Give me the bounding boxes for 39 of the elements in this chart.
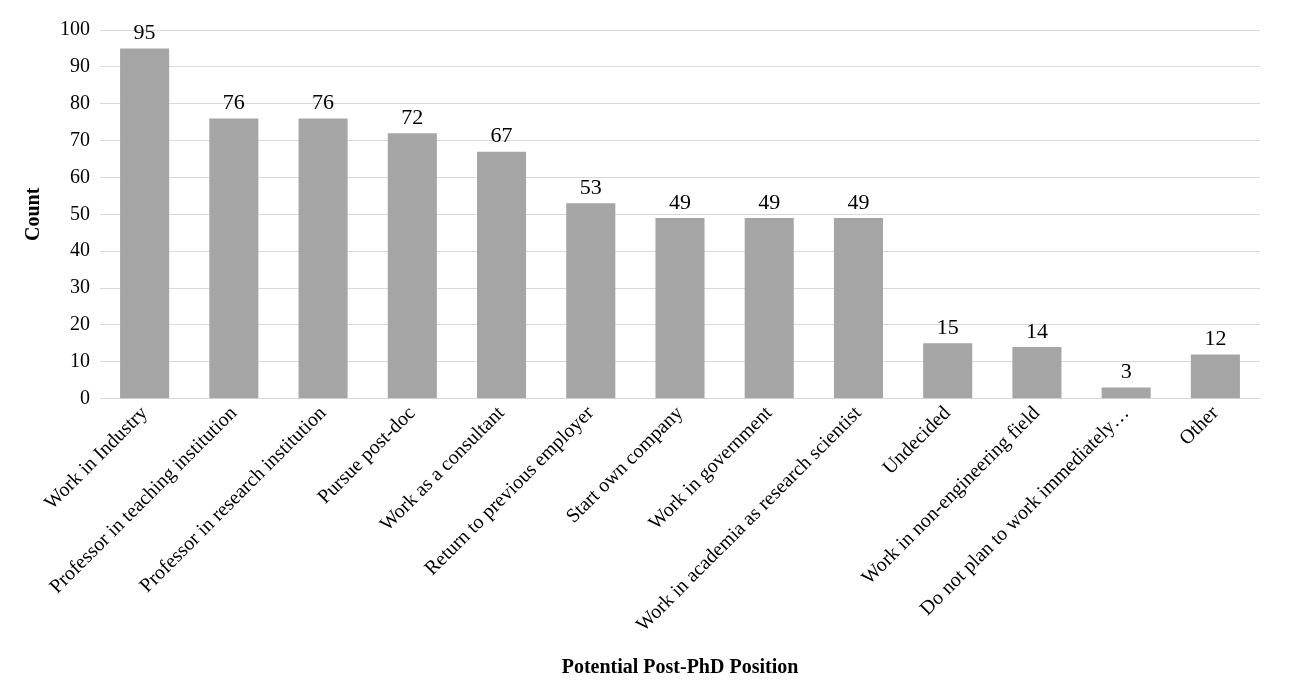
y-tick-label: 70 <box>70 127 90 150</box>
y-tick-label: 100 <box>60 17 90 40</box>
data-label: 76 <box>222 89 245 115</box>
bar <box>1190 354 1240 399</box>
data-label: 3 <box>1120 358 1132 384</box>
data-label: 95 <box>133 19 156 45</box>
data-label: 53 <box>579 174 602 200</box>
bar <box>566 203 616 399</box>
bar <box>387 133 437 399</box>
y-tick-label: 10 <box>70 349 90 372</box>
y-tick-label: 60 <box>70 164 90 187</box>
bar <box>120 48 170 399</box>
y-axis-title: Count <box>21 187 44 242</box>
bar <box>744 218 794 399</box>
data-label: 49 <box>758 188 781 214</box>
y-tick-label: 80 <box>70 90 90 113</box>
data-label: 72 <box>401 104 424 130</box>
data-label: 76 <box>312 89 335 115</box>
data-label: 14 <box>1025 317 1048 343</box>
data-label: 49 <box>669 188 691 214</box>
bar <box>477 151 527 399</box>
bar <box>655 218 705 399</box>
data-label: 67 <box>490 122 513 148</box>
bar <box>1012 347 1062 399</box>
data-label: 15 <box>936 314 959 340</box>
data-label: 49 <box>847 188 870 214</box>
bar <box>833 218 883 399</box>
y-tick-label: 20 <box>70 312 90 335</box>
bar <box>1101 387 1151 399</box>
y-tick-label: 90 <box>70 54 90 77</box>
bar <box>209 118 259 399</box>
bar <box>923 343 973 399</box>
y-tick-label: 40 <box>70 238 90 261</box>
bar <box>298 118 348 399</box>
y-tick-label: 50 <box>70 201 90 224</box>
y-tick-label: 0 <box>80 385 90 408</box>
x-axis-title: Potential Post-PhD Position <box>561 655 799 678</box>
y-tick-label: 30 <box>70 275 90 298</box>
data-label: 12 <box>1204 325 1227 351</box>
